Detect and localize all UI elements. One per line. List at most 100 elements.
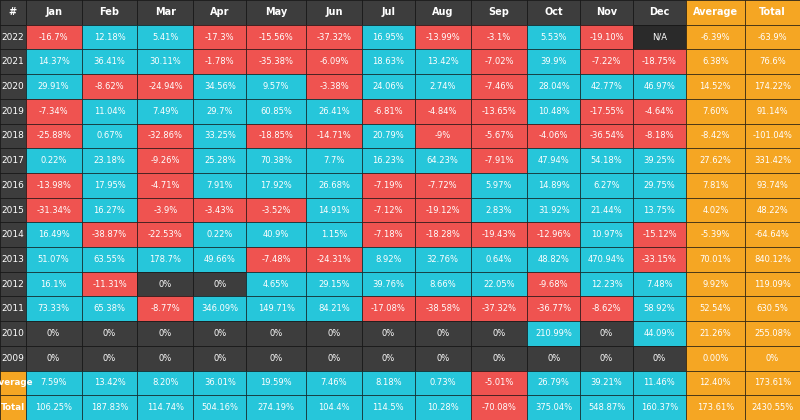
Text: -19.10%: -19.10% xyxy=(590,33,624,42)
Text: 0%: 0% xyxy=(213,329,226,338)
Bar xyxy=(470,370,527,395)
Bar xyxy=(580,123,633,148)
Text: 26.79%: 26.79% xyxy=(538,378,570,387)
Text: -3.43%: -3.43% xyxy=(205,205,234,215)
Bar xyxy=(0,222,26,247)
Bar xyxy=(527,395,580,420)
Bar xyxy=(0,173,26,198)
Bar xyxy=(745,346,800,370)
Bar xyxy=(580,50,633,74)
Bar xyxy=(306,222,362,247)
Text: 0%: 0% xyxy=(159,329,172,338)
Text: 84.21%: 84.21% xyxy=(318,304,350,313)
Bar xyxy=(246,74,306,99)
Text: 346.09%: 346.09% xyxy=(202,304,238,313)
Text: 104.4%: 104.4% xyxy=(318,403,350,412)
Bar xyxy=(470,395,527,420)
Bar xyxy=(138,395,194,420)
Bar xyxy=(745,0,800,25)
Text: 0%: 0% xyxy=(493,354,506,363)
Text: 19.59%: 19.59% xyxy=(260,378,292,387)
Text: -36.54%: -36.54% xyxy=(589,131,624,140)
Text: 21.44%: 21.44% xyxy=(590,205,622,215)
Text: 114.74%: 114.74% xyxy=(147,403,184,412)
Bar xyxy=(686,0,745,25)
Bar xyxy=(82,50,138,74)
Text: 13.42%: 13.42% xyxy=(427,57,458,66)
Text: -17.55%: -17.55% xyxy=(590,107,624,116)
Text: 21.26%: 21.26% xyxy=(699,329,731,338)
Bar xyxy=(0,272,26,297)
Text: 14.52%: 14.52% xyxy=(699,82,731,91)
Text: 0%: 0% xyxy=(270,354,282,363)
Text: 13.42%: 13.42% xyxy=(94,378,126,387)
Bar xyxy=(633,99,686,123)
Text: 48.22%: 48.22% xyxy=(757,205,788,215)
Bar xyxy=(686,395,745,420)
Bar xyxy=(194,25,246,50)
Text: 2014: 2014 xyxy=(2,230,24,239)
Bar xyxy=(633,0,686,25)
Bar xyxy=(306,148,362,173)
Text: 0.00%: 0.00% xyxy=(702,354,729,363)
Text: -19.12%: -19.12% xyxy=(426,205,460,215)
Bar xyxy=(470,99,527,123)
Text: -15.12%: -15.12% xyxy=(642,230,677,239)
Text: 375.04%: 375.04% xyxy=(535,403,572,412)
Text: -7.19%: -7.19% xyxy=(374,181,403,190)
Text: 91.14%: 91.14% xyxy=(757,107,788,116)
Bar xyxy=(82,148,138,173)
Text: 504.16%: 504.16% xyxy=(202,403,238,412)
Bar xyxy=(470,346,527,370)
Bar xyxy=(306,173,362,198)
Bar xyxy=(414,123,470,148)
Bar xyxy=(246,25,306,50)
Bar xyxy=(580,370,633,395)
Text: 0%: 0% xyxy=(159,280,172,289)
Bar xyxy=(362,297,414,321)
Bar xyxy=(580,297,633,321)
Text: 0%: 0% xyxy=(103,329,116,338)
Text: -31.34%: -31.34% xyxy=(36,205,71,215)
Text: -18.28%: -18.28% xyxy=(426,230,460,239)
Bar xyxy=(527,148,580,173)
Text: 34.56%: 34.56% xyxy=(204,82,236,91)
Text: -35.38%: -35.38% xyxy=(258,57,294,66)
Text: 4.02%: 4.02% xyxy=(702,205,729,215)
Text: 630.5%: 630.5% xyxy=(757,304,788,313)
Text: 12.23%: 12.23% xyxy=(590,280,622,289)
Text: 6.38%: 6.38% xyxy=(702,57,729,66)
Text: -63.9%: -63.9% xyxy=(758,33,787,42)
Bar xyxy=(580,346,633,370)
Text: 14.37%: 14.37% xyxy=(38,57,70,66)
Text: 39.9%: 39.9% xyxy=(541,57,567,66)
Text: 10.97%: 10.97% xyxy=(590,230,622,239)
Bar xyxy=(745,50,800,74)
Text: 0%: 0% xyxy=(382,354,395,363)
Bar xyxy=(306,50,362,74)
Text: 106.25%: 106.25% xyxy=(35,403,72,412)
Text: 12.18%: 12.18% xyxy=(94,33,126,42)
Bar xyxy=(470,222,527,247)
Text: -32.86%: -32.86% xyxy=(148,131,183,140)
Bar xyxy=(686,99,745,123)
Text: 42.77%: 42.77% xyxy=(590,82,622,91)
Text: 16.1%: 16.1% xyxy=(40,280,67,289)
Bar xyxy=(362,346,414,370)
Text: 0.22%: 0.22% xyxy=(41,156,66,165)
Bar xyxy=(138,272,194,297)
Text: 0%: 0% xyxy=(600,354,614,363)
Text: 9.57%: 9.57% xyxy=(263,82,290,91)
Bar xyxy=(745,148,800,173)
Bar xyxy=(26,173,82,198)
Text: Feb: Feb xyxy=(99,8,119,17)
Bar xyxy=(470,74,527,99)
Text: Apr: Apr xyxy=(210,8,230,17)
Text: 26.41%: 26.41% xyxy=(318,107,350,116)
Bar xyxy=(26,370,82,395)
Bar xyxy=(633,222,686,247)
Text: 14.89%: 14.89% xyxy=(538,181,570,190)
Text: 0%: 0% xyxy=(47,354,60,363)
Bar xyxy=(26,321,82,346)
Text: 13.75%: 13.75% xyxy=(643,205,675,215)
